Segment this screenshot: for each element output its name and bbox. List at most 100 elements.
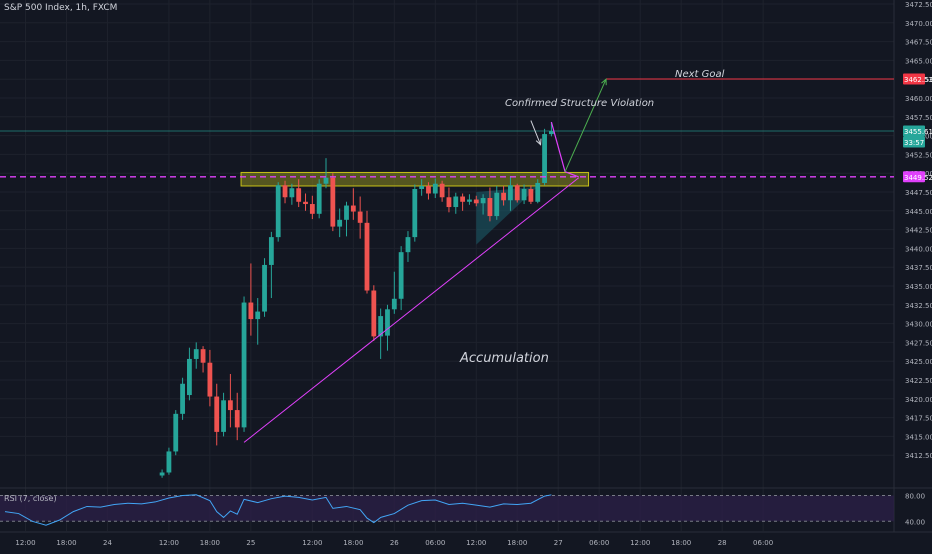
time-tick-label: 06:00 <box>589 539 609 547</box>
candle <box>180 377 185 420</box>
price-tick-label: 3427.50 <box>905 339 932 347</box>
time-tick-label: 12:00 <box>630 539 650 547</box>
violation-arrow-head <box>535 138 542 146</box>
candle-body <box>460 196 466 202</box>
candle <box>275 182 281 242</box>
price-tick-label: 3437.50 <box>905 264 932 272</box>
candle <box>514 183 520 203</box>
rsi-tick-label: 40.00 <box>905 518 925 526</box>
time-tick-label: 06:00 <box>753 539 773 547</box>
price-tick-label: 3460.00 <box>905 95 932 103</box>
candle-body <box>262 264 267 312</box>
time-tick-label: 18:00 <box>343 539 363 547</box>
candle <box>303 193 308 211</box>
candle-body <box>535 182 541 202</box>
candle <box>535 179 541 204</box>
level-price-badge-bg <box>903 171 925 183</box>
candle-body <box>187 358 192 396</box>
price-tick-label: 3457.50 <box>905 114 932 122</box>
candle <box>549 122 554 137</box>
price-badges: 3462.53 3455.61 33:57 3449.52 <box>903 73 932 183</box>
candle <box>309 195 315 220</box>
symbol-title[interactable]: S&P 500 Index, 1h, FXCM <box>4 3 118 13</box>
time-tick-label: 26 <box>390 539 399 547</box>
candle-body <box>521 188 527 201</box>
candle <box>187 347 192 401</box>
annotation-labels: Confirmed Structure Violation Next Goal … <box>459 69 725 366</box>
candle-body <box>323 177 329 184</box>
price-tick-label: 3442.50 <box>905 227 932 235</box>
candle <box>460 193 466 211</box>
candle-body <box>330 177 336 227</box>
candle-body <box>378 316 384 337</box>
candle-body <box>344 205 349 220</box>
rsi-title[interactable]: RSI (7, close) <box>4 494 57 503</box>
candle-body <box>467 199 472 202</box>
candles <box>159 122 554 478</box>
candle <box>398 246 404 311</box>
candle-body <box>180 383 185 414</box>
grid <box>0 0 932 533</box>
candle-body <box>248 302 254 320</box>
candle-body <box>221 400 226 432</box>
candle-body <box>432 183 438 194</box>
candle <box>221 392 226 437</box>
time-tick-label: 25 <box>246 539 255 547</box>
candle <box>419 179 425 196</box>
accumulation-trendline <box>243 177 580 443</box>
candle-body <box>371 290 377 337</box>
price-tick-label: 3430.00 <box>905 321 932 329</box>
candle-body <box>207 362 213 397</box>
candle-body <box>549 131 554 135</box>
candle <box>193 342 199 369</box>
candle <box>316 179 322 219</box>
next-goal-label: Next Goal <box>675 69 725 80</box>
candle <box>494 185 500 220</box>
candle <box>241 296 247 432</box>
structure-violation-label: Confirmed Structure Violation <box>505 98 654 109</box>
time-tick-label: 12:00 <box>302 539 322 547</box>
candle-body <box>350 205 356 212</box>
time-axis[interactable]: 12:00 18:00 24 12:00 18:00 25 12:00 18:00 26 06:0… <box>15 539 773 547</box>
candle-body <box>508 185 513 201</box>
candle-body <box>439 183 445 198</box>
candle <box>412 184 418 242</box>
price-tick-label: 3472.50 <box>905 1 932 9</box>
current-price-badge-bg <box>903 125 925 137</box>
time-tick-label: 12:00 <box>15 539 35 547</box>
candle-body <box>200 349 206 363</box>
candle-body <box>405 237 411 253</box>
price-tick-label: 3467.50 <box>905 39 932 47</box>
candle-body <box>337 219 343 227</box>
candle <box>467 194 472 205</box>
candle <box>337 208 343 238</box>
countdown-badge: 33:57 <box>904 139 924 147</box>
candle <box>405 231 411 262</box>
candle <box>473 195 479 207</box>
price-tick-label: 3470.00 <box>905 20 932 28</box>
candle <box>255 298 261 345</box>
candle <box>262 258 267 317</box>
target-price-badge-bg <box>903 73 925 85</box>
candle <box>432 178 438 199</box>
candle-body <box>364 222 370 291</box>
price-tick-label: 3435.00 <box>905 283 932 291</box>
time-tick-label: 18:00 <box>671 539 691 547</box>
candle <box>528 185 534 205</box>
candle <box>426 182 431 200</box>
price-tick-label: 3445.00 <box>905 208 932 216</box>
candle-body <box>234 410 240 428</box>
candle-body <box>296 188 302 202</box>
candle-body <box>289 188 295 198</box>
goal-arrow-line <box>564 78 607 172</box>
candle-body <box>316 183 322 214</box>
candle-body <box>419 185 425 189</box>
accumulation-label: Accumulation <box>459 351 549 366</box>
candle <box>487 187 493 222</box>
candle-body <box>255 311 261 320</box>
candle-body <box>166 451 172 473</box>
candle-body <box>501 192 506 201</box>
